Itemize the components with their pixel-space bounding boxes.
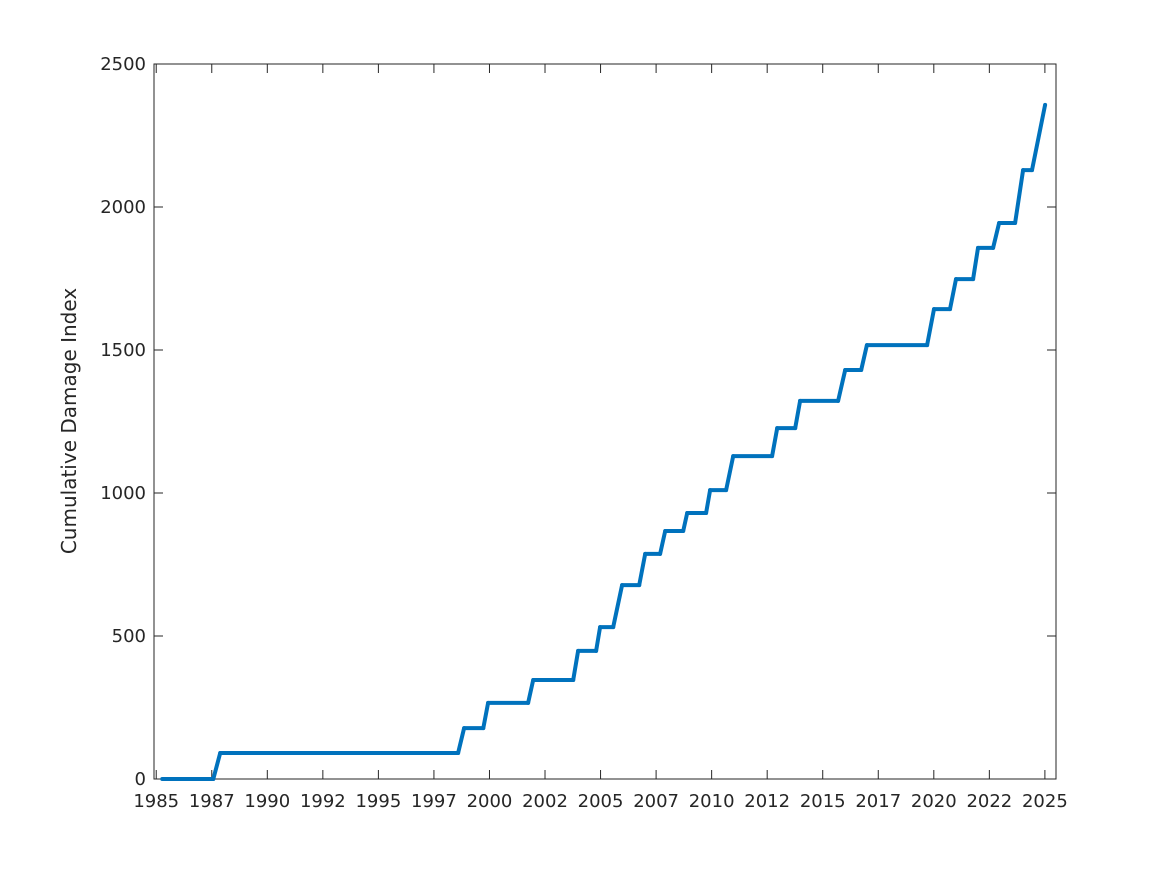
data-point [704, 511, 709, 516]
x-tick-label: 1997 [411, 791, 457, 812]
data-point [925, 343, 930, 348]
x-axis: 1985 1987 1990 1992 1995 1997 2000 2002 2005 2007… [133, 64, 1068, 812]
data-point [793, 426, 798, 431]
data-point [948, 307, 953, 312]
data-point [1021, 168, 1026, 173]
data-point [976, 245, 981, 250]
data-point [571, 678, 576, 683]
x-tick-label: 2000 [467, 791, 513, 812]
plot-area [153, 63, 1057, 780]
x-tick-label: 2020 [911, 791, 957, 812]
y-tick-label: 0 [135, 769, 146, 790]
data-point [658, 551, 663, 556]
data-point [218, 750, 223, 755]
data-point [798, 398, 803, 403]
data-point [864, 343, 869, 348]
x-tick-label: 2022 [966, 791, 1012, 812]
data-point [724, 488, 729, 493]
data-point [526, 700, 531, 705]
data-point [731, 454, 736, 459]
data-point [594, 648, 599, 653]
data-point [997, 221, 1002, 226]
data-point [663, 529, 668, 534]
y-tick-label: 1000 [100, 483, 146, 504]
x-tick-label: 2007 [633, 791, 679, 812]
y-tick-label: 2000 [100, 197, 146, 218]
x-tick-label: 2002 [522, 791, 568, 812]
data-point [708, 488, 713, 493]
data-point [611, 625, 616, 630]
data-point [211, 777, 216, 781]
data-point [836, 398, 841, 403]
x-tick-label: 1987 [189, 791, 235, 812]
data-point [932, 307, 937, 312]
x-tick-label: 2015 [800, 791, 846, 812]
x-tick-label: 1990 [244, 791, 290, 812]
x-tick-label: 2025 [1022, 791, 1068, 812]
data-point [620, 583, 625, 588]
data-point [481, 726, 486, 731]
data-point [685, 511, 690, 516]
data-point [643, 551, 648, 556]
y-tick-label: 2500 [100, 54, 146, 75]
plot-box [153, 63, 1057, 780]
data-point [531, 678, 536, 683]
y-axis: 0 500 1000 1500 2000 2500 [100, 54, 1056, 790]
data-point [991, 245, 996, 250]
x-tick-label: 1985 [133, 791, 179, 812]
y-tick-label: 1500 [100, 340, 146, 361]
data-point [1043, 102, 1048, 107]
data-point [1030, 168, 1035, 173]
data-point [843, 368, 848, 373]
x-tick-label: 1992 [300, 791, 346, 812]
data-point [598, 625, 603, 630]
data-point [486, 700, 491, 705]
data-point [160, 777, 165, 781]
series-group [160, 102, 1048, 781]
x-tick-label: 1995 [355, 791, 401, 812]
y-tick-label: 500 [112, 626, 146, 647]
y-axis-label: Cumulative Damage Index [57, 288, 81, 554]
data-point [576, 648, 581, 653]
data-point [775, 426, 780, 431]
data-point [954, 277, 959, 282]
data-point [637, 583, 642, 588]
data-point [456, 750, 461, 755]
data-point [971, 277, 976, 282]
data-point [681, 529, 686, 534]
data-point [1013, 221, 1018, 226]
x-tick-label: 2005 [578, 791, 624, 812]
x-tick-label: 2012 [744, 791, 790, 812]
x-tick-label: 2010 [689, 791, 735, 812]
x-tick-label: 2017 [855, 791, 901, 812]
data-point [462, 726, 467, 731]
data-point [859, 368, 864, 373]
data-point [770, 454, 775, 459]
